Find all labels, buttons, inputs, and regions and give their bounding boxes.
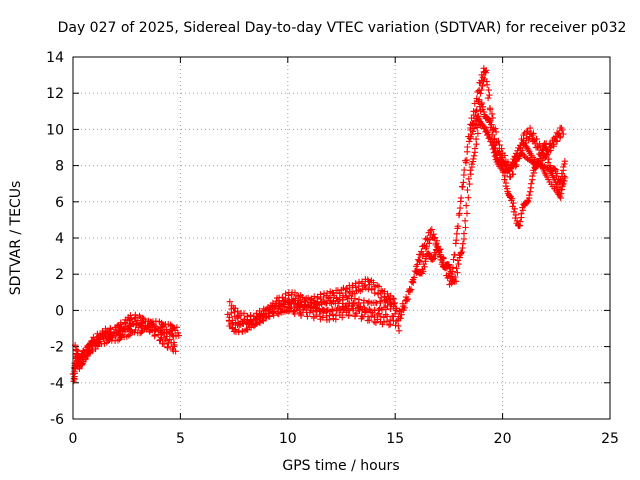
data-point-marks: [413, 99, 569, 285]
x-tick-label: 15: [386, 431, 404, 447]
x-tick-label: 0: [69, 431, 78, 447]
data-point-marks: [273, 294, 399, 329]
chart-title: Day 027 of 2025, Sidereal Day-to-day VTE…: [58, 20, 627, 36]
y-tick-label: 6: [55, 195, 64, 211]
x-tick-label: 25: [601, 431, 619, 447]
y-tick-label: 8: [55, 159, 64, 175]
data-series: [71, 311, 179, 368]
y-tick-label: 12: [46, 86, 64, 102]
x-tick-label: 10: [279, 431, 297, 447]
y-tick-label: 2: [55, 267, 64, 283]
data-series: [273, 294, 399, 329]
y-tick-label: -2: [50, 340, 64, 356]
y-tick-label: -6: [50, 412, 64, 428]
data-series: [413, 99, 569, 285]
data-point-marks: [71, 311, 179, 368]
x-axis-label: GPS time / hours: [282, 458, 399, 474]
y-tick-label: 0: [55, 303, 64, 319]
y-tick-label: 4: [55, 231, 64, 247]
data-series: [226, 276, 403, 334]
data-point-marks: [226, 276, 403, 334]
data-series: [467, 113, 569, 202]
x-tick-label: 5: [176, 431, 185, 447]
y-tick-label: -4: [50, 376, 64, 392]
y-tick-label: 14: [46, 50, 64, 66]
grid-lines: [73, 57, 610, 419]
x-tick-label: 20: [494, 431, 512, 447]
y-tick-label: 10: [46, 122, 64, 138]
data-point-marks: [467, 113, 569, 202]
y-axis-label: SDTVAR / TECUs: [8, 181, 24, 296]
plot-area: [69, 65, 569, 385]
plot-frame: [72, 56, 611, 420]
